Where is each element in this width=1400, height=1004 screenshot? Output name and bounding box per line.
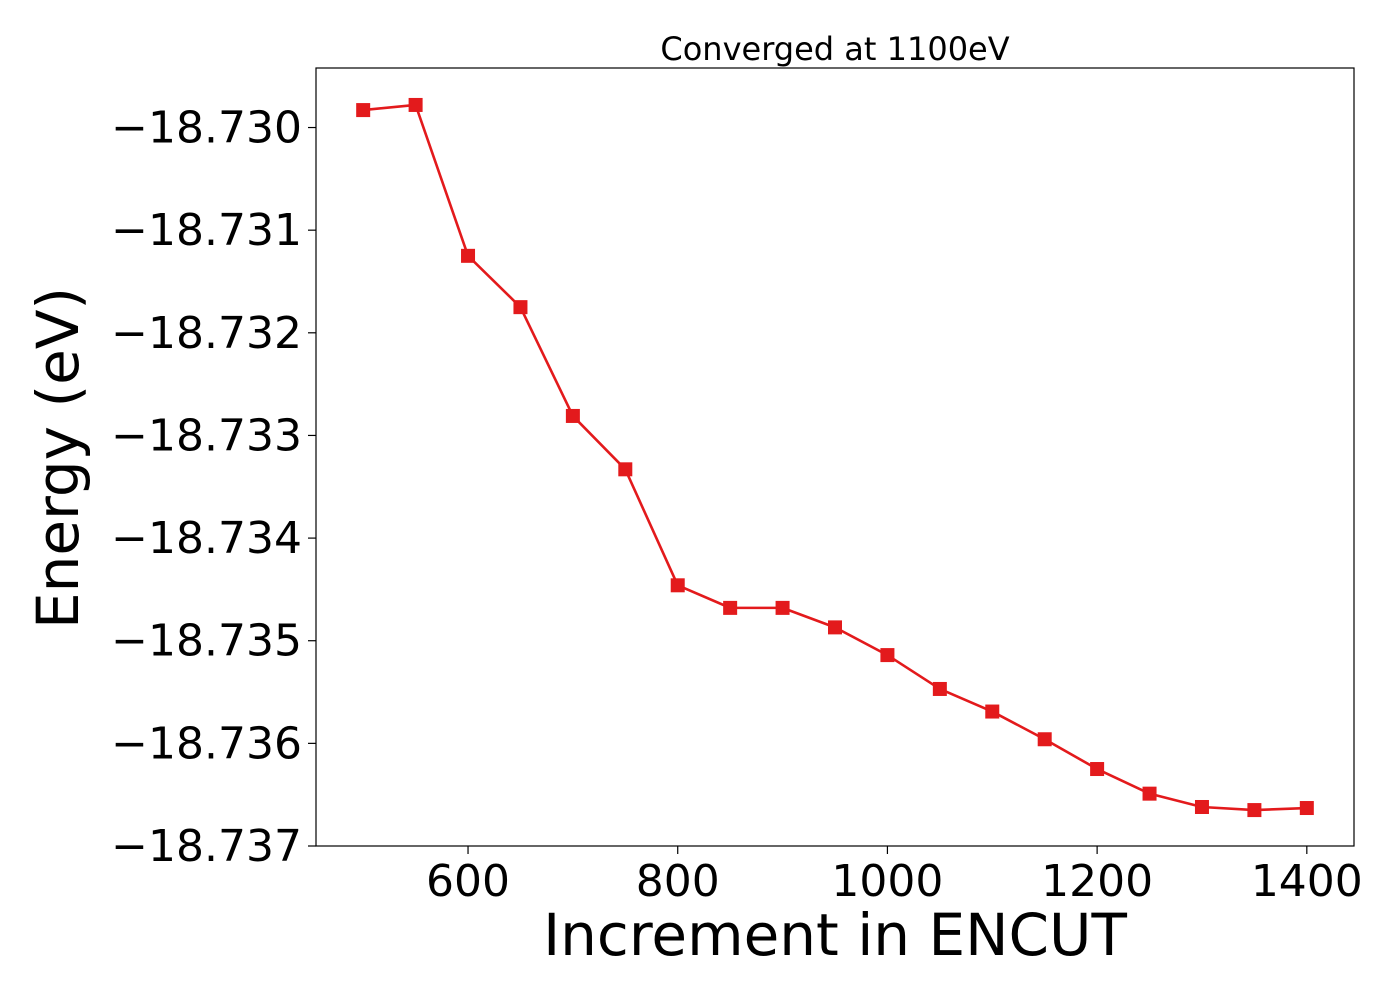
data-point-marker	[565, 408, 580, 423]
x-tick-label: 1000	[831, 856, 943, 907]
data-point-marker	[1247, 803, 1262, 818]
data-point-marker	[1299, 801, 1314, 816]
data-point-marker	[828, 620, 842, 635]
y-tick-label: −18.737	[111, 821, 302, 872]
chart-title: Converged at 1100eV	[660, 30, 1009, 68]
data-point-marker	[356, 103, 371, 118]
y-tick-label: −18.734	[111, 513, 302, 564]
plot-area: −18.730 −18.731 −18.732 −18.733 −18.734 −18.7…	[111, 67, 1363, 907]
x-axis-title: Increment in ENCUT	[543, 901, 1127, 969]
data-point-marker	[723, 600, 738, 615]
data-point-marker	[670, 578, 685, 593]
data-point-marker	[408, 97, 423, 112]
data-point-marker	[880, 648, 895, 663]
series-line	[363, 103, 1307, 812]
y-tick-label: −18.731	[111, 205, 302, 256]
data-point-marker	[513, 300, 528, 315]
y-tick-label: −18.735	[111, 616, 302, 667]
data-point-marker	[985, 704, 1000, 719]
data-point-marker	[1194, 799, 1209, 814]
y-tick-label: −18.730	[111, 103, 302, 154]
data-point-marker	[1090, 762, 1105, 777]
data-point-marker	[932, 681, 947, 696]
y-tick-label: −18.736	[111, 718, 302, 769]
y-tick-label: −18.733	[111, 410, 302, 461]
data-point-marker	[618, 462, 633, 477]
x-tick-label: 1400	[1251, 856, 1363, 907]
data-point-marker	[1037, 732, 1052, 747]
y-axis-title: Energy (eV)	[24, 287, 92, 629]
y-tick-label: −18.732	[111, 308, 302, 359]
data-point-marker	[461, 248, 476, 263]
x-tick-label: 600	[426, 856, 510, 907]
plot-frame	[315, 67, 1355, 847]
x-tick-label: 1200	[1041, 856, 1153, 907]
data-point-marker	[775, 600, 790, 615]
data-point-marker	[1142, 786, 1157, 801]
x-tick-label: 800	[636, 856, 720, 907]
